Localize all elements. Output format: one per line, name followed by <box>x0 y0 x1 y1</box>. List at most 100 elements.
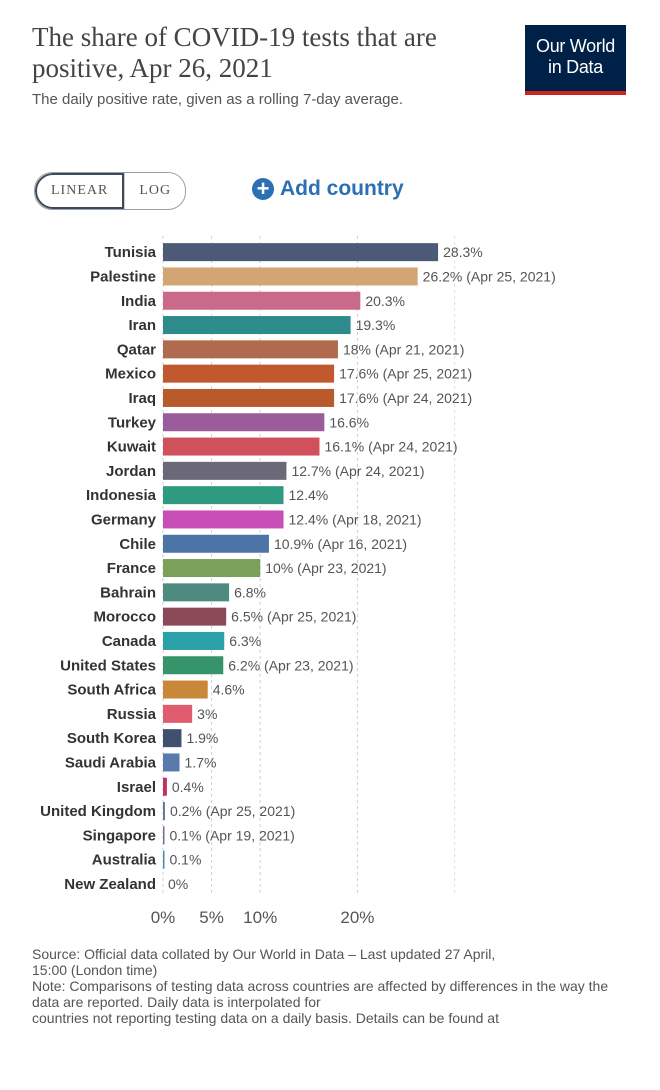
value-label: 6.2% (Apr 23, 2021) <box>228 657 353 673</box>
logo-line-2: in Data <box>548 57 603 77</box>
value-label: 17.6% (Apr 24, 2021) <box>339 390 472 406</box>
bar[interactable] <box>163 802 165 821</box>
value-label: 10% (Apr 23, 2021) <box>265 560 386 576</box>
bar[interactable] <box>163 461 287 480</box>
value-label: 0% <box>168 876 188 892</box>
tick-label: 5% <box>199 908 224 927</box>
value-label: 10.9% (Apr 16, 2021) <box>274 536 407 552</box>
category-label: United Kingdom <box>40 803 156 820</box>
update-time: 15:00 (London time) <box>32 962 158 978</box>
category-label: Mexico <box>105 366 156 383</box>
value-label: 16.1% (Apr 24, 2021) <box>324 439 457 455</box>
category-label: Israel <box>117 779 156 796</box>
bar[interactable] <box>163 243 439 262</box>
tick-label: 20% <box>340 908 374 927</box>
bar[interactable] <box>163 559 261 578</box>
category-label: Russia <box>107 706 157 723</box>
bar[interactable] <box>163 753 180 772</box>
bar[interactable] <box>163 729 182 748</box>
category-label: Tunisia <box>105 244 157 261</box>
category-label: South Korea <box>67 730 157 747</box>
category-label: Turkey <box>108 414 157 431</box>
bar[interactable] <box>163 413 325 432</box>
value-label: 0.4% <box>172 779 204 795</box>
chart-footer: Source: Official data collated by Our Wo… <box>32 946 627 1026</box>
bar[interactable] <box>163 680 208 699</box>
bar[interactable] <box>163 631 225 650</box>
chart-subtitle: The daily positive rate, given as a roll… <box>32 91 404 108</box>
bar[interactable] <box>163 826 165 845</box>
category-label: Morocco <box>93 609 156 626</box>
linear-scale-button[interactable]: LINEAR <box>35 173 125 209</box>
value-label: 1.7% <box>185 754 217 770</box>
logo-accent-bar <box>525 91 626 95</box>
category-label: South Africa <box>67 682 156 699</box>
value-label: 17.6% (Apr 25, 2021) <box>339 366 472 382</box>
bar[interactable] <box>163 267 418 286</box>
bar[interactable] <box>163 704 193 723</box>
bar[interactable] <box>163 583 230 602</box>
value-label: 0.1% <box>170 852 202 868</box>
bar[interactable] <box>163 656 224 675</box>
logo-line-1: Our World <box>536 36 615 56</box>
category-label: United States <box>60 657 156 674</box>
bar-chart: Tunisia 28.3% Palestine 26.2% (Apr 25, 2021… <box>40 236 556 927</box>
value-label: 12.7% (Apr 24, 2021) <box>291 463 424 479</box>
bar[interactable] <box>163 291 361 310</box>
bar[interactable] <box>163 340 338 359</box>
owid-logo[interactable]: Our World in Data <box>525 25 626 95</box>
tick-label: 0% <box>151 908 176 927</box>
add-country-label: Add country <box>280 177 404 200</box>
value-label: 1.9% <box>186 730 218 746</box>
chart-card: The share of COVID-19 tests that are pos… <box>14 10 638 1090</box>
category-label: Australia <box>92 852 157 869</box>
category-label: Iraq <box>128 390 156 407</box>
value-label: 16.6% <box>329 414 369 430</box>
category-label: Bahrain <box>100 584 156 601</box>
value-label: 26.2% (Apr 25, 2021) <box>423 268 556 284</box>
plus-circle-icon: + <box>252 178 274 200</box>
bar[interactable] <box>163 486 284 505</box>
category-label: Indonesia <box>86 487 157 504</box>
category-label: Singapore <box>83 827 156 844</box>
bar[interactable] <box>163 316 351 335</box>
log-scale-button[interactable]: LOG <box>124 173 185 209</box>
value-label: 19.3% <box>356 317 396 333</box>
category-label: New Zealand <box>64 876 156 893</box>
value-label: 6.3% <box>229 633 261 649</box>
category-label: Qatar <box>117 341 156 358</box>
category-label: Germany <box>91 511 157 528</box>
value-label: 4.6% <box>213 682 245 698</box>
value-label: 0.2% (Apr 25, 2021) <box>170 803 295 819</box>
category-label: Jordan <box>106 463 156 480</box>
tick-label: 10% <box>243 908 277 927</box>
bar[interactable] <box>163 437 320 456</box>
bar[interactable] <box>163 510 284 529</box>
category-label: Saudi Arabia <box>65 754 157 771</box>
bar[interactable] <box>163 534 269 553</box>
testing-note-cont: countries not reporting testing data on … <box>32 1010 499 1026</box>
chart-title: The share of COVID-19 tests that are pos… <box>32 22 437 83</box>
bar[interactable] <box>163 777 167 796</box>
add-country-button[interactable]: + Add country <box>252 174 404 204</box>
testing-note: Note: Comparisons of testing data across… <box>32 978 609 1010</box>
bar[interactable] <box>163 364 335 383</box>
value-label: 18% (Apr 21, 2021) <box>343 341 464 357</box>
value-label: 12.4% (Apr 18, 2021) <box>289 511 422 527</box>
value-label: 0.1% (Apr 19, 2021) <box>170 827 295 843</box>
bar[interactable] <box>163 388 335 407</box>
bar[interactable] <box>163 607 227 626</box>
bar[interactable] <box>163 850 165 869</box>
category-label: Canada <box>102 633 157 650</box>
category-label: Iran <box>128 317 156 334</box>
category-label: Chile <box>119 536 156 553</box>
source-note: Source: Official data collated by Our Wo… <box>32 946 496 962</box>
category-label: Kuwait <box>107 439 156 456</box>
value-label: 28.3% <box>443 244 483 260</box>
value-label: 20.3% <box>365 293 405 309</box>
category-label: France <box>107 560 156 577</box>
category-label: India <box>121 293 157 310</box>
scale-toggle: LINEAR LOG <box>34 172 187 210</box>
value-label: 12.4% <box>289 487 329 503</box>
value-label: 3% <box>197 706 217 722</box>
